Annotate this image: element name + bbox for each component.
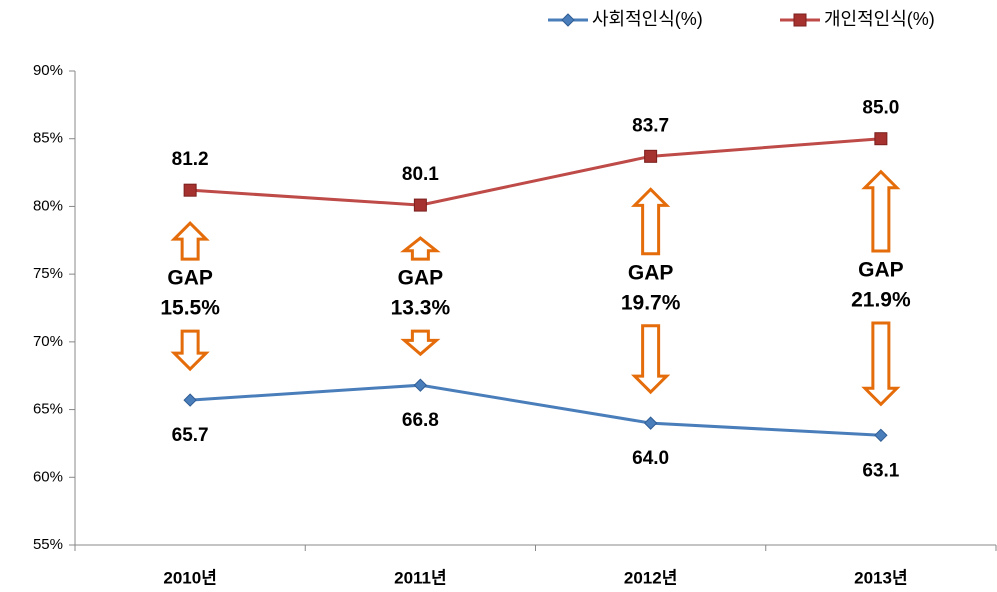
series-line bbox=[190, 137, 881, 207]
point bbox=[644, 149, 658, 163]
down-arrow bbox=[631, 324, 671, 395]
gap-value: 13.3% bbox=[391, 297, 451, 320]
y-tick-label: 85% bbox=[33, 130, 63, 147]
data-label: 65.7 bbox=[172, 425, 209, 446]
series-line bbox=[190, 383, 881, 437]
legend-label: 사회적인식(%) bbox=[592, 9, 703, 29]
point bbox=[413, 198, 427, 212]
data-label: 80.1 bbox=[402, 164, 439, 185]
y-tick-label: 65% bbox=[33, 401, 63, 418]
point bbox=[874, 132, 888, 146]
gap-label: GAP bbox=[628, 261, 674, 284]
point bbox=[643, 416, 658, 430]
gap-label: GAP bbox=[858, 259, 904, 282]
gap-label: GAP bbox=[167, 267, 213, 290]
up-arrow bbox=[400, 236, 441, 261]
data-label: 66.8 bbox=[402, 410, 439, 431]
down-arrow bbox=[861, 321, 901, 407]
x-tick-label: 2010년 bbox=[163, 568, 216, 587]
data-label: 81.2 bbox=[172, 149, 209, 170]
up-arrow bbox=[631, 187, 671, 256]
legend-label: 개인적인식(%) bbox=[824, 9, 935, 29]
y-tick-label: 55% bbox=[33, 536, 63, 553]
point bbox=[183, 393, 197, 407]
x-tick-label: 2013년 bbox=[854, 568, 907, 587]
y-tick-label: 80% bbox=[33, 197, 63, 214]
point bbox=[874, 428, 888, 443]
down-arrow bbox=[400, 329, 441, 357]
up-arrow bbox=[861, 169, 901, 253]
gap-value: 19.7% bbox=[621, 291, 681, 314]
y-tick-label: 90% bbox=[33, 62, 63, 79]
point bbox=[413, 378, 428, 392]
legend-marker bbox=[793, 13, 807, 27]
gap-value: 21.9% bbox=[851, 289, 911, 312]
y-tick-label: 75% bbox=[33, 265, 63, 282]
data-label: 85.0 bbox=[862, 98, 899, 119]
point bbox=[183, 183, 197, 197]
gap-label: GAP bbox=[398, 267, 444, 290]
y-tick-label: 70% bbox=[33, 333, 63, 350]
data-label: 63.1 bbox=[862, 460, 899, 481]
gap-value: 15.5% bbox=[160, 297, 220, 320]
x-tick-label: 2011년 bbox=[394, 568, 447, 587]
data-label: 83.7 bbox=[632, 115, 669, 136]
x-tick-label: 2012년 bbox=[624, 568, 677, 587]
legend-marker bbox=[561, 13, 575, 27]
up-arrow bbox=[170, 221, 210, 261]
data-label: 64.0 bbox=[632, 448, 669, 469]
y-tick-label: 60% bbox=[33, 468, 63, 485]
down-arrow bbox=[170, 329, 210, 372]
